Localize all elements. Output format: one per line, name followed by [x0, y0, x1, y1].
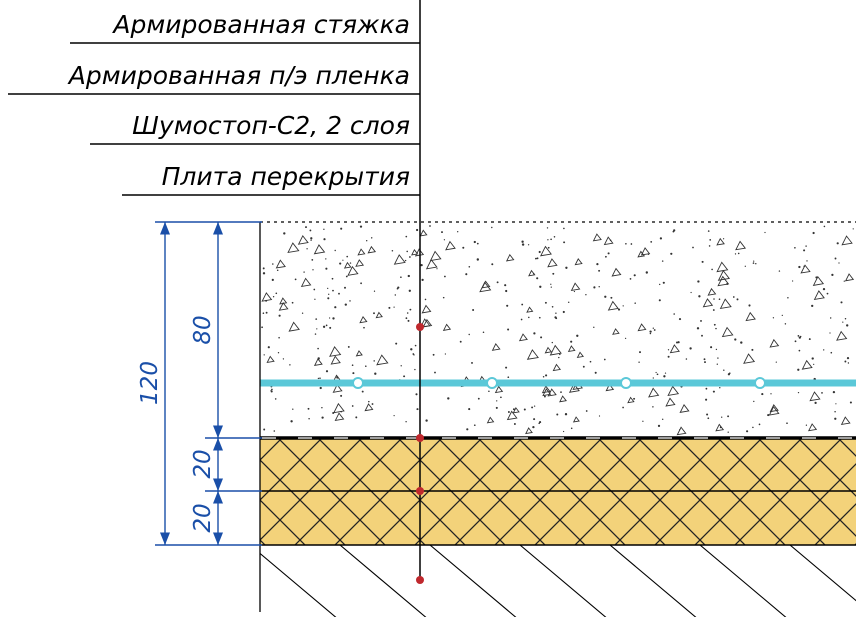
mesh-node: [620, 377, 632, 389]
label-floor-slab: Плита перекрытия: [162, 162, 410, 191]
concrete-texture: [261, 225, 855, 436]
dim-total: 120: [137, 361, 163, 405]
floor-slab-hatch: [260, 545, 856, 617]
dim-layer2: 20: [190, 503, 216, 532]
dimension-texts: 120 80 20 20: [137, 315, 216, 532]
leader-marker: [416, 576, 424, 584]
leader-line: [416, 0, 424, 584]
label-shumostop: Шумостоп-С2, 2 слоя: [132, 111, 410, 140]
screed-layer: [260, 221, 856, 438]
insulation-layers: [260, 438, 856, 546]
dimension-lines: [155, 221, 262, 546]
label-reinforced-screed: Армированная стяжка: [111, 10, 410, 39]
leader-marker: [416, 323, 424, 331]
leader-marker: [416, 487, 424, 495]
dim-screed: 80: [190, 315, 216, 344]
reinforcement-mesh: [260, 377, 856, 389]
layer-labels: Армированная стяжка Армированная п/э пле…: [8, 10, 420, 196]
label-pe-film: Армированная п/э пленка: [67, 61, 410, 90]
dim-layer1: 20: [190, 449, 216, 478]
mesh-node: [754, 377, 766, 389]
mesh-node: [486, 377, 498, 389]
mesh-node: [352, 377, 364, 389]
leader-marker: [416, 434, 424, 442]
